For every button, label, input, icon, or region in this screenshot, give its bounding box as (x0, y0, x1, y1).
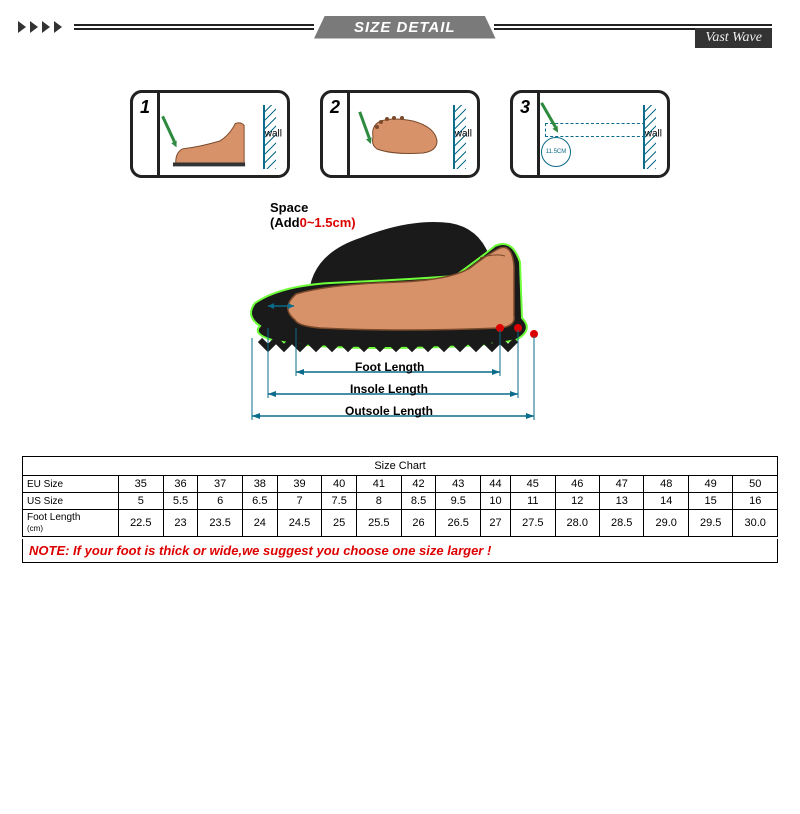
size-cell: 7 (277, 493, 321, 510)
size-cell: 8.5 (401, 493, 436, 510)
size-cell: 48 (644, 476, 688, 493)
size-cell: 9.5 (436, 493, 480, 510)
size-cell: 23.5 (198, 510, 242, 537)
step-2: 2 wall (320, 90, 480, 178)
size-cell: 26.5 (436, 510, 480, 537)
main-foot-diagram: Space (Add0~1.5cm) Foot Length Insole Le… (200, 198, 600, 438)
size-cell: 28.0 (555, 510, 599, 537)
size-cell: 42 (401, 476, 436, 493)
row-label: US Size (23, 493, 119, 510)
wall-label: wall (645, 129, 662, 140)
row-label: Foot Length(cm) (23, 510, 119, 537)
foot-side-icon (171, 115, 249, 169)
size-cell: 7.5 (322, 493, 357, 510)
size-cell: 22.5 (119, 510, 163, 537)
size-cell: 49 (688, 476, 732, 493)
size-cell: 43 (436, 476, 480, 493)
size-cell: 14 (644, 493, 688, 510)
size-note: NOTE: If your foot is thick or wide,we s… (22, 539, 778, 563)
size-cell: 12 (555, 493, 599, 510)
outsole-length-label: Outsole Length (345, 404, 433, 418)
step-1: 1 wall (130, 90, 290, 178)
size-cell: 24.5 (277, 510, 321, 537)
size-cell: 10 (480, 493, 510, 510)
header-bar: SIZE DETAIL (18, 14, 772, 40)
size-cell: 27 (480, 510, 510, 537)
size-cell: 5.5 (163, 493, 198, 510)
size-cell: 50 (733, 476, 778, 493)
measurement-steps: 1 wall 2 wall 3 wall 11.5CM (0, 90, 800, 178)
size-cell: 37 (198, 476, 242, 493)
insole-length-label: Insole Length (350, 382, 428, 396)
size-cell: 23 (163, 510, 198, 537)
size-cell: 6.5 (242, 493, 277, 510)
size-cell: 41 (357, 476, 401, 493)
size-cell: 30.0 (733, 510, 778, 537)
size-cell: 25 (322, 510, 357, 537)
step-number: 1 (140, 97, 150, 118)
size-cell: 24 (242, 510, 277, 537)
size-cell: 44 (480, 476, 510, 493)
brand-badge: Vast Wave (695, 28, 772, 48)
size-cell: 46 (555, 476, 599, 493)
measure-circle: 11.5CM (541, 137, 571, 167)
space-label: Space (Add0~1.5cm) (270, 200, 356, 230)
step-number: 2 (330, 97, 340, 118)
step-number: 3 (520, 97, 530, 118)
page-title: SIZE DETAIL (314, 16, 496, 39)
wall-label: wall (265, 129, 282, 140)
size-cell: 36 (163, 476, 198, 493)
size-cell: 6 (198, 493, 242, 510)
size-cell: 27.5 (511, 510, 555, 537)
size-cell: 26 (401, 510, 436, 537)
size-cell: 28.5 (600, 510, 644, 537)
size-cell: 5 (119, 493, 163, 510)
size-cell: 35 (119, 476, 163, 493)
size-cell: 15 (688, 493, 732, 510)
size-cell: 25.5 (357, 510, 401, 537)
size-chart-table: Size Chart EU Size3536373839404142434445… (22, 456, 778, 537)
size-cell: 39 (277, 476, 321, 493)
size-cell: 29.5 (688, 510, 732, 537)
table-title: Size Chart (23, 457, 778, 476)
row-label: EU Size (23, 476, 119, 493)
step-3: 3 wall 11.5CM (510, 90, 670, 178)
size-cell: 40 (322, 476, 357, 493)
size-cell: 16 (733, 493, 778, 510)
size-cell: 11 (511, 493, 555, 510)
line-decoration (74, 24, 314, 30)
arrow-decoration (18, 21, 62, 33)
size-cell: 13 (600, 493, 644, 510)
foot-length-label: Foot Length (355, 360, 424, 374)
size-cell: 8 (357, 493, 401, 510)
size-cell: 47 (600, 476, 644, 493)
foot-top-icon (363, 107, 443, 161)
wall-label: wall (455, 129, 472, 140)
size-cell: 29.0 (644, 510, 688, 537)
size-cell: 38 (242, 476, 277, 493)
size-cell: 45 (511, 476, 555, 493)
